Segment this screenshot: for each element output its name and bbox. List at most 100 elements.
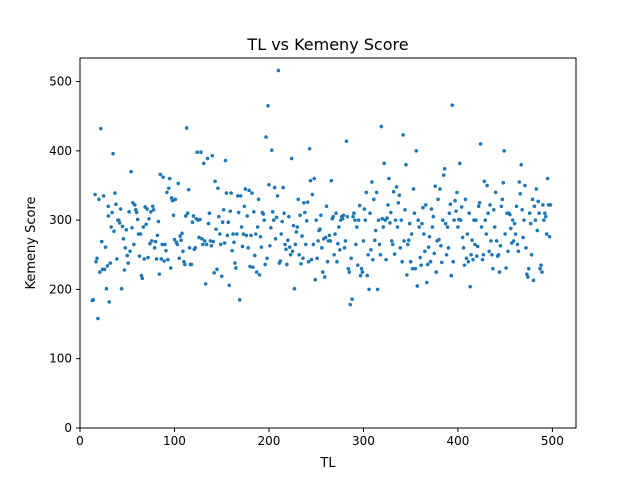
- data-point: [417, 225, 421, 229]
- data-point: [347, 270, 352, 274]
- data-point: [218, 242, 223, 247]
- data-point: [135, 217, 140, 222]
- data-point: [94, 259, 98, 264]
- data-point: [193, 246, 198, 250]
- data-point: [156, 219, 161, 224]
- data-point: [398, 246, 403, 250]
- data-point: [249, 233, 253, 238]
- y-tick-label: 100: [49, 352, 72, 366]
- data-point: [111, 151, 115, 156]
- data-point: [230, 248, 234, 253]
- data-point: [146, 255, 150, 260]
- data-point: [469, 252, 473, 257]
- data-point: [295, 225, 300, 229]
- data-point: [543, 214, 548, 219]
- data-point: [126, 261, 130, 265]
- data-point: [375, 287, 380, 292]
- data-point: [312, 176, 317, 181]
- data-point: [346, 266, 351, 271]
- data-point: [374, 190, 379, 195]
- data-point: [321, 270, 325, 274]
- data-point: [544, 232, 549, 236]
- data-point: [457, 161, 462, 166]
- data-point: [426, 245, 431, 249]
- data-point: [170, 198, 175, 203]
- data-point: [189, 262, 194, 267]
- data-point: [349, 256, 353, 261]
- data-point: [322, 275, 327, 279]
- data-point: [199, 150, 203, 155]
- data-point: [96, 316, 100, 321]
- data-point: [114, 202, 118, 206]
- data-point: [224, 191, 229, 195]
- data-point: [446, 246, 451, 250]
- data-point: [139, 273, 144, 278]
- data-point: [204, 242, 209, 247]
- data-point: [371, 257, 375, 262]
- data-point: [206, 221, 211, 226]
- data-point: [98, 126, 103, 131]
- data-point: [407, 221, 412, 226]
- data-point: [411, 187, 416, 191]
- data-point: [541, 203, 545, 207]
- x-tick-label: 200: [257, 434, 280, 448]
- data-point: [185, 211, 190, 216]
- data-point: [303, 210, 307, 215]
- data-point: [373, 228, 378, 233]
- data-point: [370, 180, 374, 184]
- data-point: [296, 197, 301, 202]
- data-point: [416, 218, 421, 222]
- data-point: [412, 211, 417, 216]
- data-point: [515, 242, 520, 247]
- data-point: [122, 268, 127, 272]
- data-point: [287, 245, 292, 249]
- data-point: [256, 197, 261, 202]
- data-point: [269, 148, 274, 152]
- data-point: [517, 180, 522, 184]
- data-point: [332, 252, 336, 257]
- data-point: [210, 153, 215, 158]
- x-axis-label: TL: [319, 456, 336, 471]
- data-point: [291, 223, 296, 228]
- data-point: [488, 203, 492, 207]
- data-point: [438, 187, 442, 191]
- data-point: [202, 239, 207, 243]
- data-point: [329, 178, 334, 183]
- y-axis-ticks: 0 100 200 300 400 500: [49, 75, 80, 435]
- data-point: [485, 183, 489, 188]
- data-point: [304, 219, 309, 223]
- data-point: [254, 270, 259, 274]
- data-point: [415, 284, 420, 288]
- data-point: [274, 215, 279, 220]
- data-point: [270, 210, 275, 214]
- data-point: [519, 162, 523, 167]
- data-point: [342, 246, 347, 250]
- data-point: [141, 225, 146, 229]
- data-point: [509, 226, 513, 231]
- x-tick-label: 300: [352, 434, 375, 448]
- data-point: [109, 225, 113, 229]
- data-point: [235, 232, 239, 236]
- data-point: [191, 214, 196, 218]
- data-point: [325, 259, 330, 264]
- data-point: [409, 232, 414, 236]
- data-point: [489, 239, 493, 243]
- data-point: [335, 259, 339, 264]
- data-point: [535, 228, 540, 233]
- data-point: [269, 225, 273, 230]
- data-point: [209, 243, 214, 248]
- data-point: [459, 205, 464, 209]
- data-point: [480, 257, 485, 262]
- data-point: [195, 150, 199, 155]
- data-point: [91, 298, 96, 302]
- data-point: [222, 241, 227, 245]
- data-point: [355, 263, 360, 267]
- data-point: [102, 267, 107, 272]
- data-point: [263, 262, 267, 267]
- data-point: [479, 225, 484, 229]
- data-point: [142, 257, 147, 261]
- data-point: [116, 218, 121, 222]
- data-point: [453, 198, 457, 203]
- x-tick-label: 400: [446, 434, 469, 448]
- x-axis-ticks: 0 100 200 300 400 500: [76, 428, 564, 448]
